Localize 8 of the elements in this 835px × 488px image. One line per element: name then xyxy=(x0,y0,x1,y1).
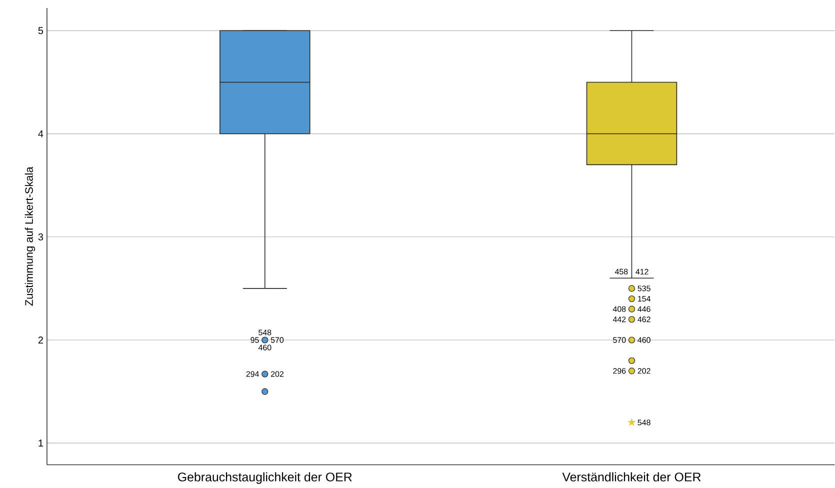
y-tick-label: 3 xyxy=(38,233,44,241)
y-tick-label: 4 xyxy=(38,130,44,138)
y-tick-label: 2 xyxy=(38,336,43,344)
x-tick-label: Gebrauchstauglichkeit der OER xyxy=(178,472,352,484)
y-axis-title: Zustimmung auf Likert-Skala xyxy=(24,166,36,306)
x-tick-label: Verständlichkeit der OER xyxy=(562,472,701,482)
y-tick-label: 1 xyxy=(38,440,43,447)
y-tick-label: 5 xyxy=(38,27,44,34)
